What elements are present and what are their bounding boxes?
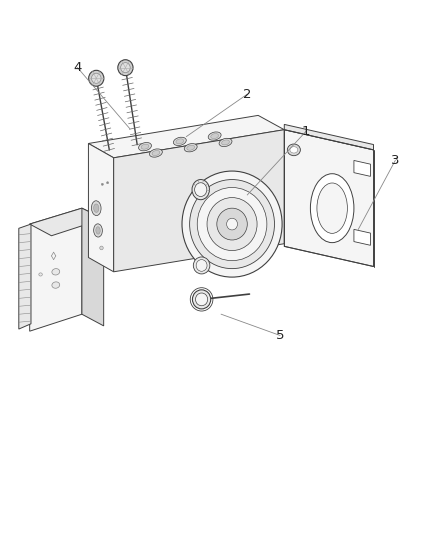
Ellipse shape (39, 273, 42, 276)
Ellipse shape (187, 145, 194, 150)
Ellipse shape (94, 204, 99, 213)
Polygon shape (88, 115, 284, 158)
Ellipse shape (311, 174, 354, 243)
Polygon shape (284, 124, 374, 150)
Polygon shape (354, 160, 371, 176)
Polygon shape (30, 208, 82, 331)
Ellipse shape (92, 201, 101, 215)
Text: 2: 2 (243, 87, 251, 101)
Polygon shape (30, 208, 104, 236)
Ellipse shape (317, 183, 347, 233)
Ellipse shape (141, 144, 149, 149)
Ellipse shape (219, 138, 232, 147)
Polygon shape (114, 130, 284, 272)
Ellipse shape (118, 60, 133, 76)
Text: 3: 3 (391, 154, 399, 167)
Ellipse shape (176, 139, 184, 144)
Ellipse shape (217, 208, 247, 240)
Ellipse shape (190, 180, 275, 269)
Ellipse shape (96, 227, 100, 234)
Ellipse shape (92, 73, 101, 83)
Text: 5: 5 (276, 329, 284, 342)
Ellipse shape (192, 290, 211, 309)
Text: 4: 4 (74, 61, 82, 74)
Ellipse shape (290, 147, 298, 153)
Text: 1: 1 (302, 125, 310, 138)
Ellipse shape (287, 144, 300, 156)
Ellipse shape (184, 143, 197, 152)
Ellipse shape (208, 132, 221, 140)
Ellipse shape (120, 63, 130, 72)
Ellipse shape (196, 260, 207, 271)
Ellipse shape (94, 224, 102, 237)
Ellipse shape (149, 149, 162, 157)
Polygon shape (88, 143, 114, 272)
Ellipse shape (101, 183, 103, 185)
Ellipse shape (193, 257, 210, 274)
Ellipse shape (226, 218, 237, 230)
Ellipse shape (152, 150, 160, 156)
Ellipse shape (195, 293, 208, 306)
Ellipse shape (106, 182, 109, 184)
Ellipse shape (197, 188, 267, 261)
Ellipse shape (192, 180, 209, 200)
Ellipse shape (52, 269, 60, 275)
Ellipse shape (100, 246, 103, 250)
Ellipse shape (222, 140, 230, 145)
Ellipse shape (88, 70, 104, 86)
Polygon shape (19, 224, 31, 329)
Ellipse shape (207, 198, 257, 251)
Polygon shape (354, 229, 371, 245)
Polygon shape (82, 208, 104, 326)
Ellipse shape (173, 137, 186, 146)
Ellipse shape (194, 183, 207, 197)
Ellipse shape (211, 134, 219, 139)
Polygon shape (284, 130, 374, 266)
Ellipse shape (52, 282, 60, 288)
Ellipse shape (138, 142, 152, 151)
Ellipse shape (182, 171, 282, 277)
